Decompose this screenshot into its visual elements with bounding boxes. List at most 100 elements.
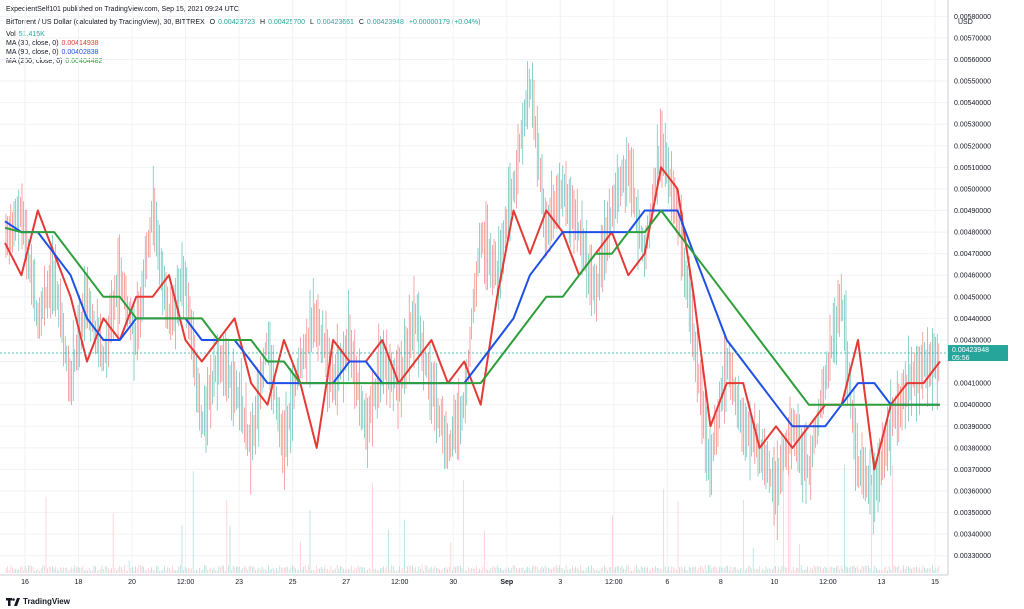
volume-bar — [103, 569, 104, 573]
indicator-vol[interactable]: Vol 51.415K — [6, 30, 48, 39]
volume-bar — [823, 568, 824, 573]
volume-bar — [530, 570, 532, 573]
volume-bar — [341, 566, 343, 573]
volume-bar — [853, 565, 855, 573]
volume-bar — [191, 568, 192, 573]
indicator-ma90[interactable]: MA (90, close, 0) 0.00402838 — [6, 48, 102, 57]
volume-bar — [58, 570, 60, 573]
volume-bar — [186, 568, 188, 573]
volume-bar — [106, 566, 108, 573]
volume-bar — [364, 567, 365, 573]
volume-bar — [487, 569, 488, 573]
currency-label: USD — [958, 19, 973, 26]
volume-bar — [933, 569, 935, 573]
volume-bar — [31, 566, 32, 573]
open-label: O — [209, 19, 216, 26]
volume-bar — [208, 569, 210, 573]
volume-bar — [439, 569, 440, 573]
volume-bar — [260, 569, 261, 573]
volume-bar — [503, 570, 504, 573]
volume-bar — [188, 567, 189, 573]
x-tick-label: 3 — [558, 579, 562, 586]
volume-bar — [189, 568, 191, 573]
volume-bar — [610, 567, 612, 573]
y-tick-label: 0.00430000 — [954, 337, 991, 344]
volume-bar — [562, 568, 564, 573]
volume-bar — [306, 569, 308, 573]
volume-bar — [93, 565, 95, 573]
volume-bar — [509, 569, 511, 573]
volume-bar — [751, 568, 752, 573]
volume-bar — [551, 569, 552, 573]
volume-bar — [325, 569, 327, 573]
volume-bar — [749, 566, 751, 573]
volume-bar — [615, 567, 616, 573]
volume-bar — [898, 565, 900, 573]
volume-bar — [716, 567, 717, 573]
volume-bar — [309, 509, 311, 573]
volume-bar — [845, 565, 847, 573]
volume-bar — [157, 566, 159, 573]
volume-bar — [786, 568, 788, 573]
x-tick-label: 10 — [771, 579, 779, 586]
indicator-value: 51.415K — [18, 31, 45, 38]
volume-bar — [602, 567, 604, 573]
open-value: 0.00423723 — [218, 19, 256, 26]
volume-bar — [445, 566, 447, 573]
volume-bar — [922, 565, 924, 573]
volume-bar — [652, 567, 653, 573]
y-tick-label: 0.00580000 — [954, 14, 991, 21]
volume-bar — [564, 570, 565, 573]
volume-bar — [927, 568, 928, 573]
volume-bar — [744, 570, 746, 573]
x-tick-label: 18 — [75, 579, 83, 586]
volume-bar — [866, 565, 868, 573]
volume-bar — [365, 570, 367, 573]
volume-bar — [317, 569, 319, 573]
volume-bar — [767, 568, 768, 573]
volume-bar — [674, 568, 676, 573]
volume-bar — [900, 570, 901, 573]
high-label: H — [260, 19, 266, 26]
volume-bar — [120, 567, 122, 573]
volume-bar — [807, 566, 808, 573]
volume-bar — [912, 567, 914, 573]
volume-bar — [860, 569, 861, 573]
volume-bar — [53, 568, 55, 573]
volume-bar — [599, 570, 600, 573]
indicator-ma200[interactable]: MA (200, close, 0) 0.00404482 — [6, 57, 105, 66]
volume-bar — [66, 567, 68, 573]
volume-bar — [884, 567, 885, 573]
volume-bar — [69, 569, 71, 573]
volume-bar — [16, 569, 18, 573]
volume-bar — [320, 566, 322, 573]
volume-bar — [68, 570, 69, 573]
volume-bar — [573, 569, 575, 573]
volume-bar — [132, 566, 133, 573]
volume-bar — [111, 568, 112, 573]
volume-bar — [327, 569, 328, 573]
volume-bar — [919, 567, 920, 573]
volume-bar — [360, 566, 362, 573]
last-price-value: 0.00423948 — [952, 347, 989, 354]
volume-bar — [26, 568, 28, 573]
volume-bar — [653, 569, 655, 573]
volume-bar — [904, 568, 906, 573]
volume-bar — [12, 567, 13, 573]
volume-bar — [109, 569, 111, 573]
volume-bar — [42, 565, 44, 573]
x-tick-label: 12:00 — [819, 579, 837, 586]
y-tick-label: 0.00570000 — [954, 35, 991, 42]
volume-bar — [554, 566, 556, 573]
volume-bar — [378, 570, 380, 573]
volume-bar — [757, 569, 759, 573]
volume-bar — [453, 566, 455, 573]
volume-bar — [98, 570, 100, 573]
volume-bar — [514, 565, 516, 573]
indicator-ma30[interactable]: MA (30, close, 0) 0.00414938 — [6, 39, 102, 48]
volume-bar — [344, 570, 346, 573]
volume-bar — [664, 566, 666, 573]
volume-bar — [469, 569, 471, 573]
volume-bar — [421, 565, 423, 573]
